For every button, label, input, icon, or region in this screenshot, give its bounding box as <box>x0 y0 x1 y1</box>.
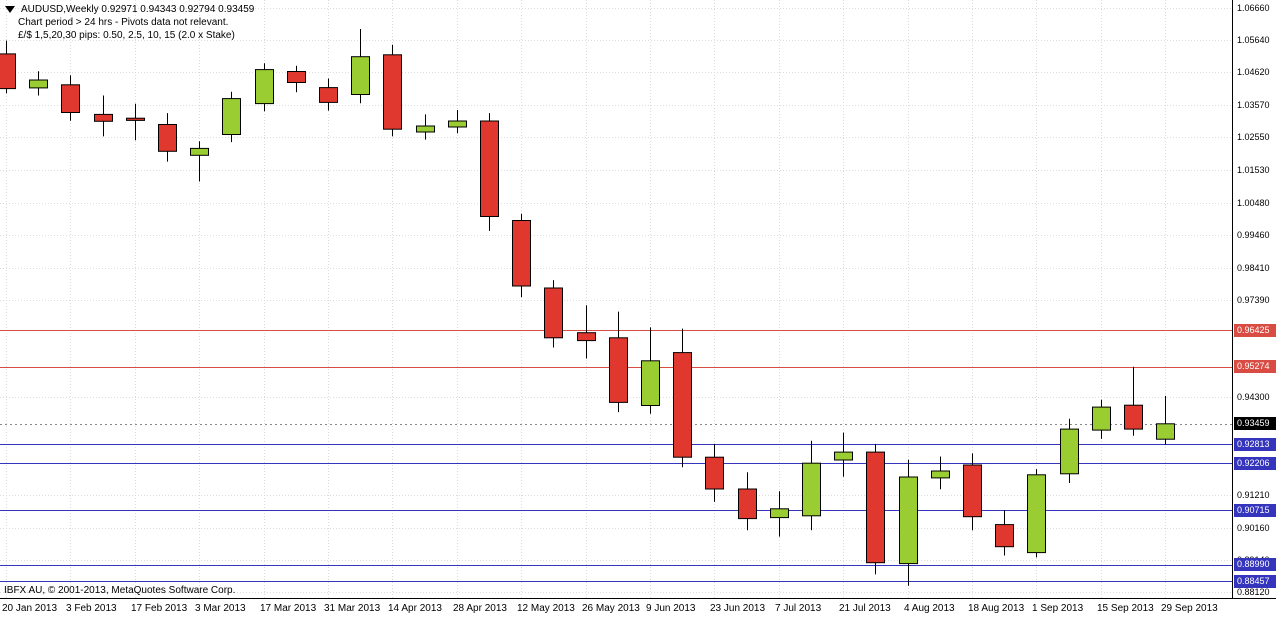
x-axis-tick-label: 17 Feb 2013 <box>131 603 188 614</box>
x-axis-tick-label: 20 Jan 2013 <box>2 603 58 614</box>
y-axis-tick-label: 0.99460 <box>1237 229 1270 240</box>
candle <box>931 456 950 490</box>
y-axis-tick-label: 1.02550 <box>1237 132 1270 143</box>
candle <box>383 44 402 137</box>
price-level-badge: 0.88457 <box>1234 575 1276 588</box>
candle <box>1060 418 1079 483</box>
candle <box>1027 469 1046 558</box>
y-axis-tick-label: 1.03570 <box>1237 100 1270 111</box>
x-axis-tick-label: 12 May 2013 <box>517 603 575 614</box>
candle <box>577 305 596 359</box>
x-axis-tick-label: 21 Jul 2013 <box>839 603 891 614</box>
price-level-badge: 0.88990 <box>1234 558 1276 571</box>
candle <box>705 443 724 502</box>
x-axis-tick-label: 14 Apr 2013 <box>388 603 442 614</box>
candle <box>255 63 274 112</box>
price-level-badge: 0.90715 <box>1234 504 1276 517</box>
candle <box>190 141 209 182</box>
x-axis-tick-label: 15 Sep 2013 <box>1097 603 1154 614</box>
x-axis-tick-label: 17 Mar 2013 <box>260 603 317 614</box>
candle <box>995 510 1014 556</box>
candle <box>609 311 628 413</box>
time-axis[interactable]: 20 Jan 2013 3 Feb 2013 17 Feb 2013 3 Mar 20… <box>0 598 1276 619</box>
candle <box>641 327 660 414</box>
price-axis[interactable]: 1.06660 1.05640 1.04620 1.03570 1.02550 1.015… <box>1234 0 1276 598</box>
y-axis-tick-label: 1.05640 <box>1237 35 1270 45</box>
candle <box>770 491 789 537</box>
y-axis-tick-label: 0.97390 <box>1237 294 1270 305</box>
y-axis-tick-label: 0.88120 <box>1237 587 1270 597</box>
x-axis-tick-label: 26 May 2013 <box>582 603 640 614</box>
candle <box>1124 366 1143 436</box>
candle <box>963 453 982 531</box>
candle <box>126 103 145 141</box>
candle <box>158 113 177 162</box>
current-price-badge: 0.93459 <box>1234 417 1276 430</box>
candlestick-chart <box>0 0 1232 598</box>
indicator-comment-1: Chart period > 24 hrs - Pivots data not … <box>18 17 229 28</box>
candle <box>29 71 48 96</box>
x-axis-tick-label: 7 Jul 2013 <box>775 603 822 614</box>
candle <box>544 280 563 348</box>
price-level-badge: 0.92813 <box>1234 438 1276 451</box>
candle <box>673 328 692 468</box>
candle <box>61 75 80 121</box>
y-axis-tick-label: 1.00480 <box>1237 197 1270 208</box>
x-axis-tick-label: 31 Mar 2013 <box>324 603 381 614</box>
candle <box>94 95 113 137</box>
candle <box>1092 399 1111 439</box>
price-level-badge: 0.95274 <box>1234 360 1276 373</box>
x-axis-tick-label: 28 Apr 2013 <box>453 603 507 614</box>
chart-info-overlay: AUDUSD,Weekly 0.92971 0.94343 0.92794 0.… <box>5 3 254 42</box>
candle <box>416 114 435 140</box>
candle <box>319 78 338 111</box>
candle <box>480 113 499 231</box>
candle <box>802 440 821 531</box>
y-axis-tick-label: 0.90160 <box>1237 522 1270 533</box>
y-axis-tick-label: 0.91210 <box>1237 489 1270 500</box>
y-axis-tick-label: 0.98410 <box>1237 262 1270 273</box>
y-axis-tick-label: 0.94300 <box>1237 392 1270 403</box>
candle <box>738 472 757 531</box>
price-level-badge: 0.92206 <box>1234 457 1276 470</box>
x-axis-tick-label: 1 Sep 2013 <box>1032 603 1084 614</box>
y-axis-tick-label: 1.01530 <box>1237 164 1270 175</box>
price-level-badge: 0.96425 <box>1234 324 1276 337</box>
x-axis-tick-label: 29 Sep 2013 <box>1161 603 1218 614</box>
chart-plot-area[interactable]: AUDUSD,Weekly 0.92971 0.94343 0.92794 0.… <box>0 0 1233 598</box>
candle <box>448 110 467 134</box>
candle <box>512 213 531 298</box>
candle <box>866 443 885 575</box>
x-axis-tick-label: 4 Aug 2013 <box>904 603 955 614</box>
x-axis-tick-label: 23 Jun 2013 <box>710 603 766 614</box>
candle <box>1156 395 1175 445</box>
x-axis-tick-label: 3 Mar 2013 <box>195 603 246 614</box>
copyright-text: IBFX AU, © 2001-2013, MetaQuotes Softwar… <box>4 585 236 596</box>
candle <box>351 29 370 104</box>
y-axis-tick-label: 1.04620 <box>1237 67 1270 78</box>
x-axis-tick-label: 3 Feb 2013 <box>66 603 117 614</box>
chart-title-ohlc: AUDUSD,Weekly 0.92971 0.94343 0.92794 0.… <box>21 4 255 15</box>
candle <box>0 40 16 94</box>
x-axis-tick-label: 18 Aug 2013 <box>968 603 1025 614</box>
chart-marker-icon[interactable] <box>5 6 15 13</box>
x-axis-tick-label: 9 Jun 2013 <box>646 603 696 614</box>
candle <box>834 432 853 477</box>
candle <box>287 65 306 93</box>
indicator-comment-2: £/$ 1,5,20,30 pips: 0.50, 2.5, 10, 15 (2… <box>18 30 235 41</box>
candle <box>222 91 241 143</box>
candle <box>899 459 918 586</box>
y-axis-tick-label: 1.06660 <box>1237 2 1270 13</box>
